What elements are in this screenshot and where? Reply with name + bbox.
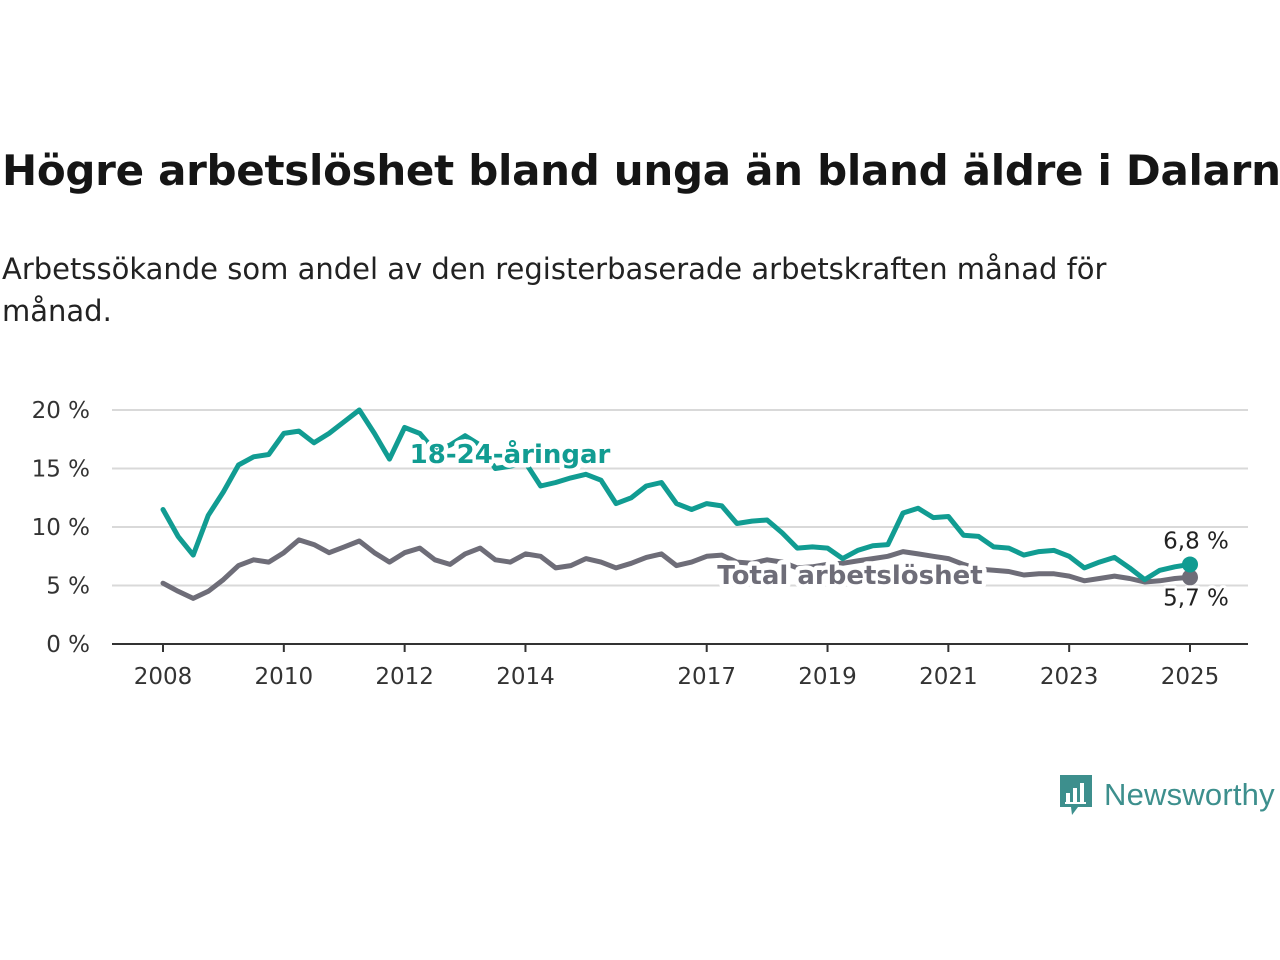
end-label-total: 5,7 % — [1163, 585, 1229, 611]
x-tick-label: 2014 — [496, 664, 555, 690]
end-point-youth — [1182, 556, 1198, 573]
series-label-total: Total arbetslöshet — [717, 561, 982, 591]
newsworthy-logo: Newsworthy — [1058, 772, 1275, 818]
y-tick-label: 10 % — [32, 515, 90, 541]
x-tick-label: 2021 — [919, 664, 978, 690]
x-tick-label: 2008 — [134, 664, 193, 690]
chart-title: Högre arbetslöshet bland unga än bland ä… — [2, 146, 1280, 195]
newsworthy-bar-chart-icon — [1060, 775, 1092, 815]
x-tick-label: 2017 — [677, 664, 736, 690]
x-tick-label: 2012 — [375, 664, 434, 690]
axes: 0 % 5 % 10 % 15 % 20 % 2008 2010 2012 2014 2017 20… — [32, 398, 1248, 690]
y-tick-label: 0 % — [46, 632, 90, 658]
y-tick-label: 5 % — [46, 574, 90, 600]
grid-lines — [112, 409, 1248, 587]
series-labels: 18-24-åringar Total arbetslöshet 6,8 % 5,7 … — [405, 434, 1232, 615]
series-line-total — [160, 537, 1193, 601]
series-lines — [160, 407, 1198, 601]
line-chart: 0 % 5 % 10 % 15 % 20 % 2008 2010 2012 2014 2017 20… — [32, 398, 1248, 690]
end-label-youth: 6,8 % — [1163, 528, 1229, 554]
end-point-total — [1182, 569, 1198, 586]
x-tick-label: 2023 — [1040, 664, 1099, 690]
brand-name: Newsworthy — [1104, 777, 1275, 812]
x-tick-label: 2019 — [798, 664, 857, 690]
x-tick-label: 2025 — [1161, 664, 1220, 690]
series-line-youth — [160, 407, 1193, 583]
y-tick-label: 15 % — [32, 457, 90, 483]
y-tick-label: 20 % — [32, 398, 90, 424]
chart-subtitle: Arbetssökande som andel av den registerb… — [2, 252, 1107, 328]
x-tick-label: 2010 — [255, 664, 314, 690]
series-label-youth: 18-24-åringar — [410, 438, 611, 470]
